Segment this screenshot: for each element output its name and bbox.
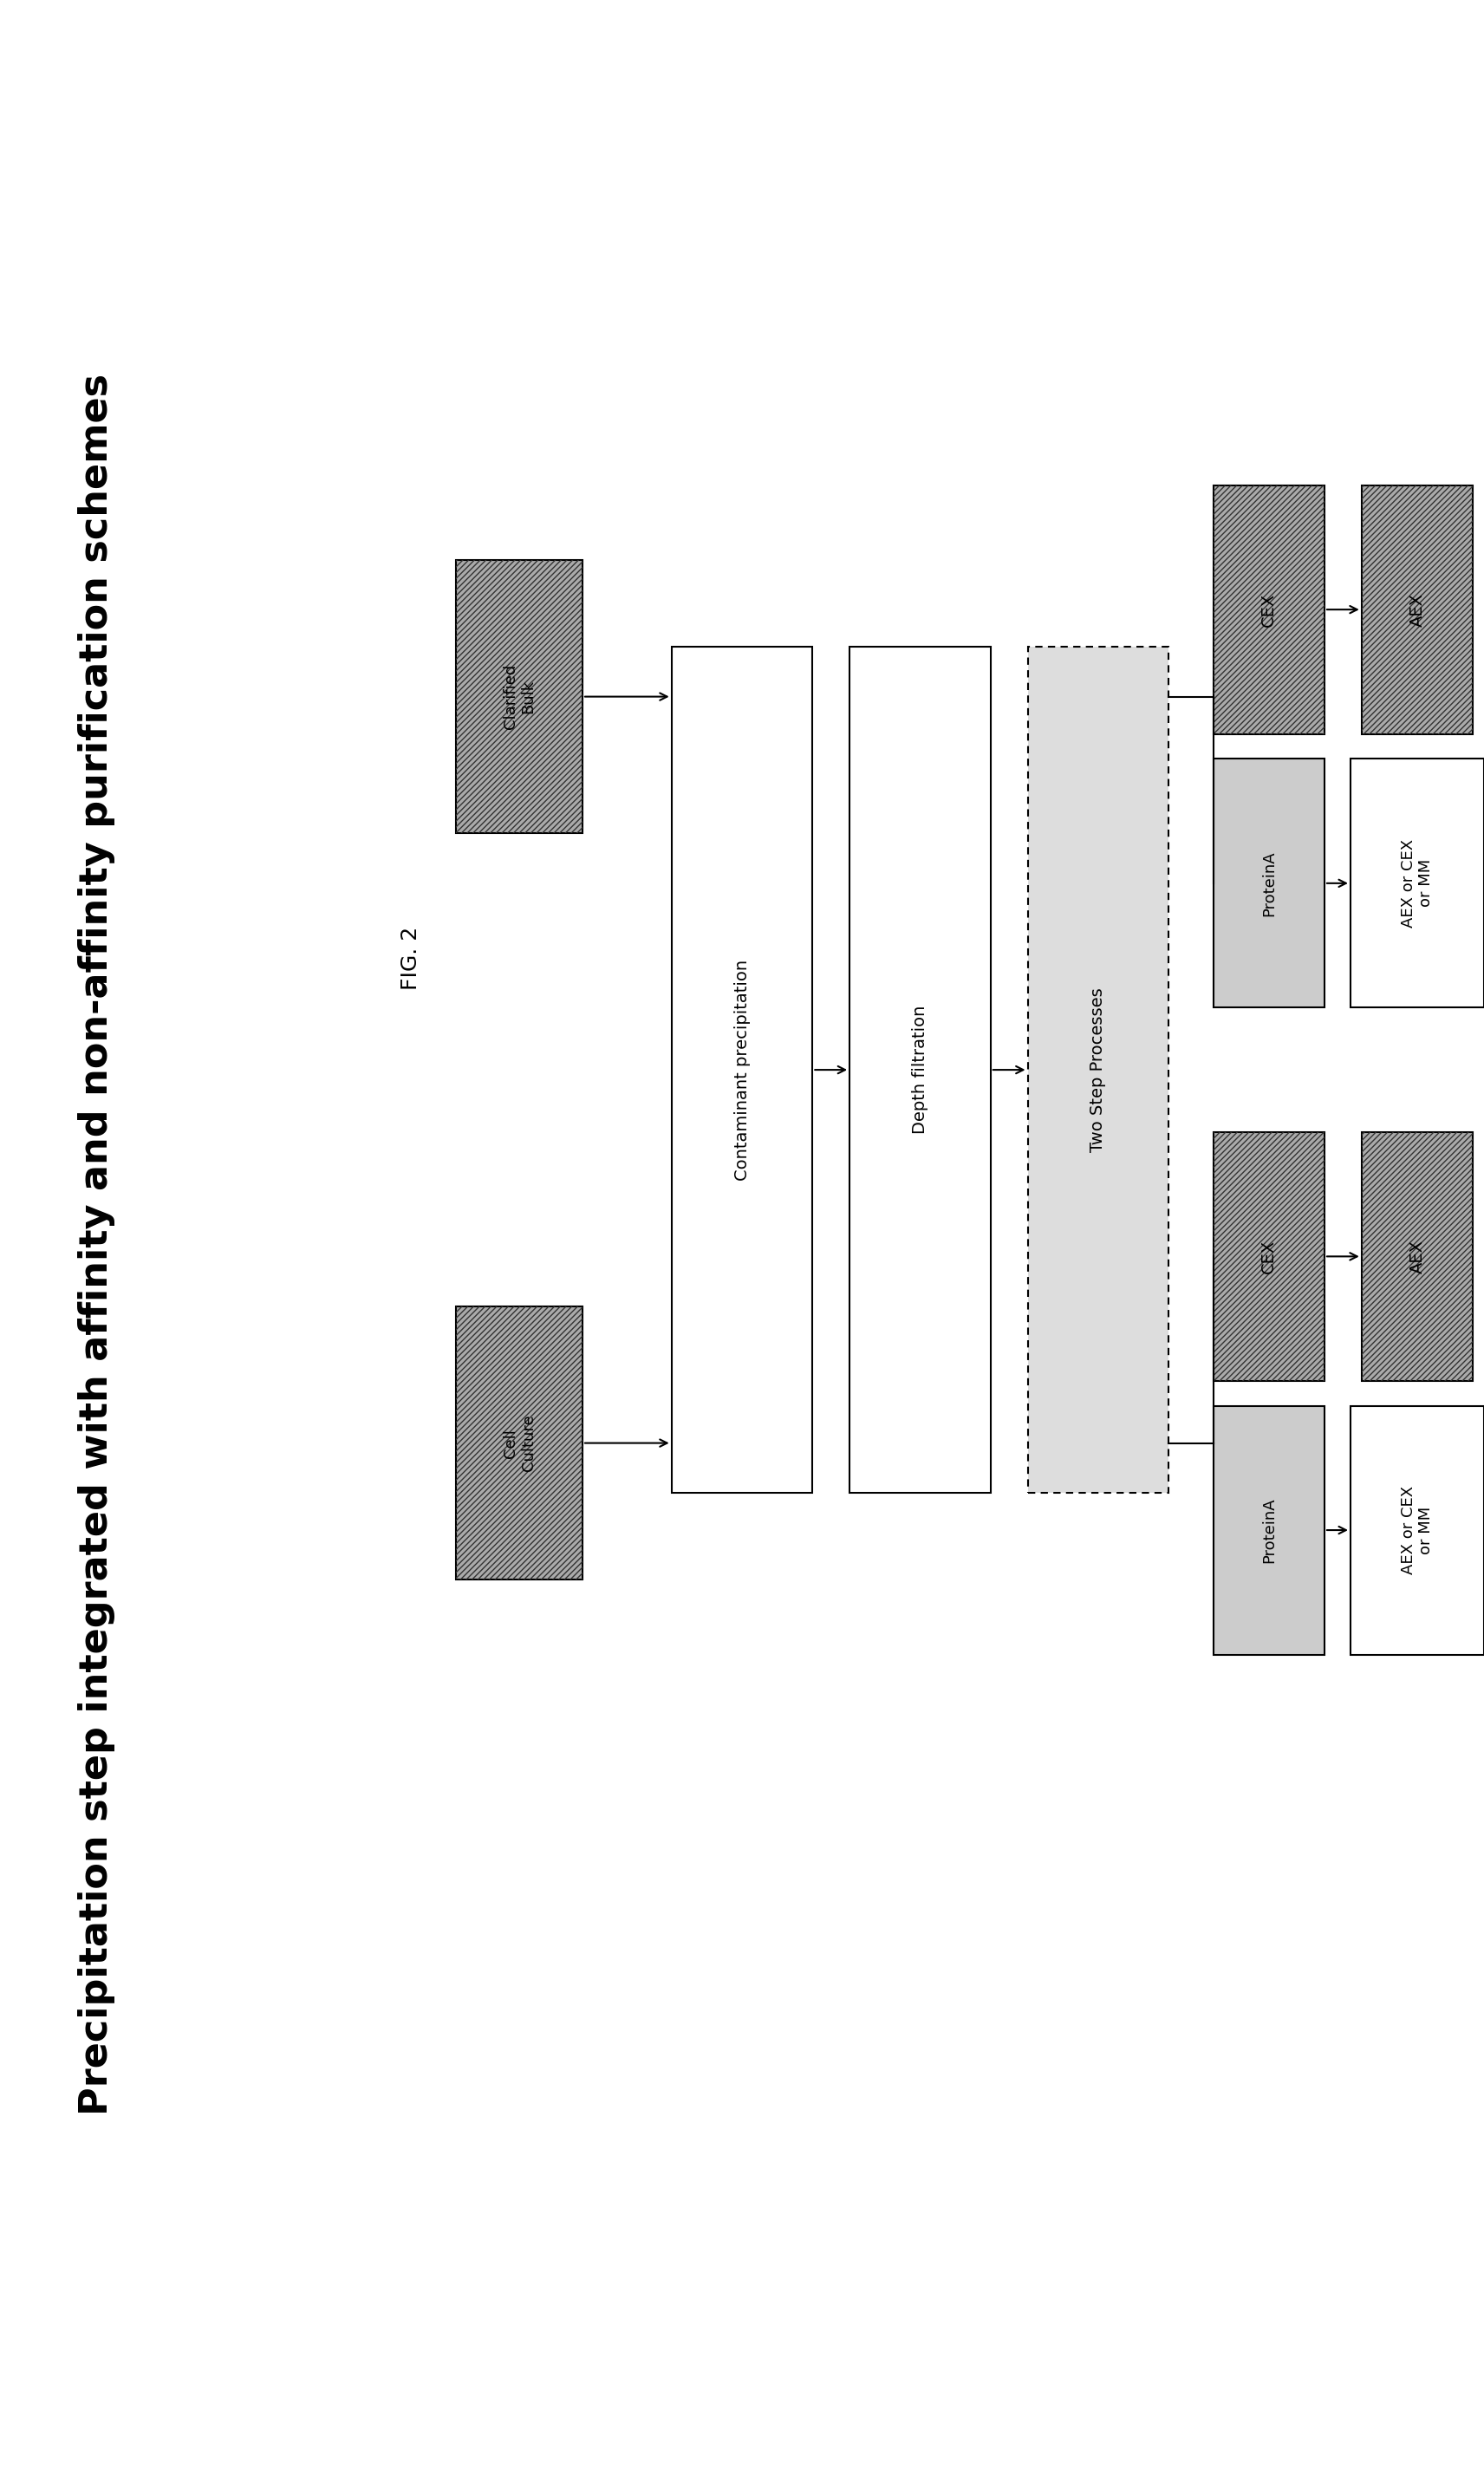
Bar (671, 647, 813, 1493)
Bar (1361, 485, 1472, 734)
Bar (1027, 647, 1168, 1493)
Bar (456, 1306, 582, 1580)
Text: Two Step Processes: Two Step Processes (1089, 988, 1107, 1152)
Bar (456, 560, 582, 833)
Text: ProteinA: ProteinA (1261, 851, 1276, 916)
Bar (1212, 485, 1324, 734)
Bar (1212, 1406, 1324, 1655)
Bar (1212, 1132, 1324, 1381)
Text: AEX: AEX (1408, 1239, 1426, 1274)
Text: AEX: AEX (1408, 592, 1426, 627)
Text: CEX: CEX (1260, 1239, 1278, 1274)
Bar (1212, 1132, 1324, 1381)
Bar (1212, 485, 1324, 734)
Text: Contaminant precipitation: Contaminant precipitation (733, 960, 751, 1179)
Bar (456, 560, 582, 833)
Text: CEX: CEX (1260, 592, 1278, 627)
Text: AEX or CEX
or MM: AEX or CEX or MM (1401, 838, 1434, 928)
Bar (1350, 759, 1484, 1008)
Text: AEX or CEX
or MM: AEX or CEX or MM (1401, 1485, 1434, 1575)
Bar (849, 647, 991, 1493)
Text: Depth filtration: Depth filtration (911, 1005, 929, 1135)
Text: Cell
Culture: Cell Culture (503, 1416, 536, 1470)
Bar (1361, 1132, 1472, 1381)
Text: Clarified
Bulk: Clarified Bulk (503, 664, 536, 729)
Bar (456, 1306, 582, 1580)
Bar (1361, 485, 1472, 734)
Text: Precipitation step integrated with affinity and non-affinity purification scheme: Precipitation step integrated with affin… (77, 373, 116, 2115)
Bar (1361, 1132, 1472, 1381)
Text: FIG. 2: FIG. 2 (401, 926, 421, 990)
Text: ProteinA: ProteinA (1261, 1498, 1276, 1562)
Bar (1350, 1406, 1484, 1655)
Bar (1212, 759, 1324, 1008)
